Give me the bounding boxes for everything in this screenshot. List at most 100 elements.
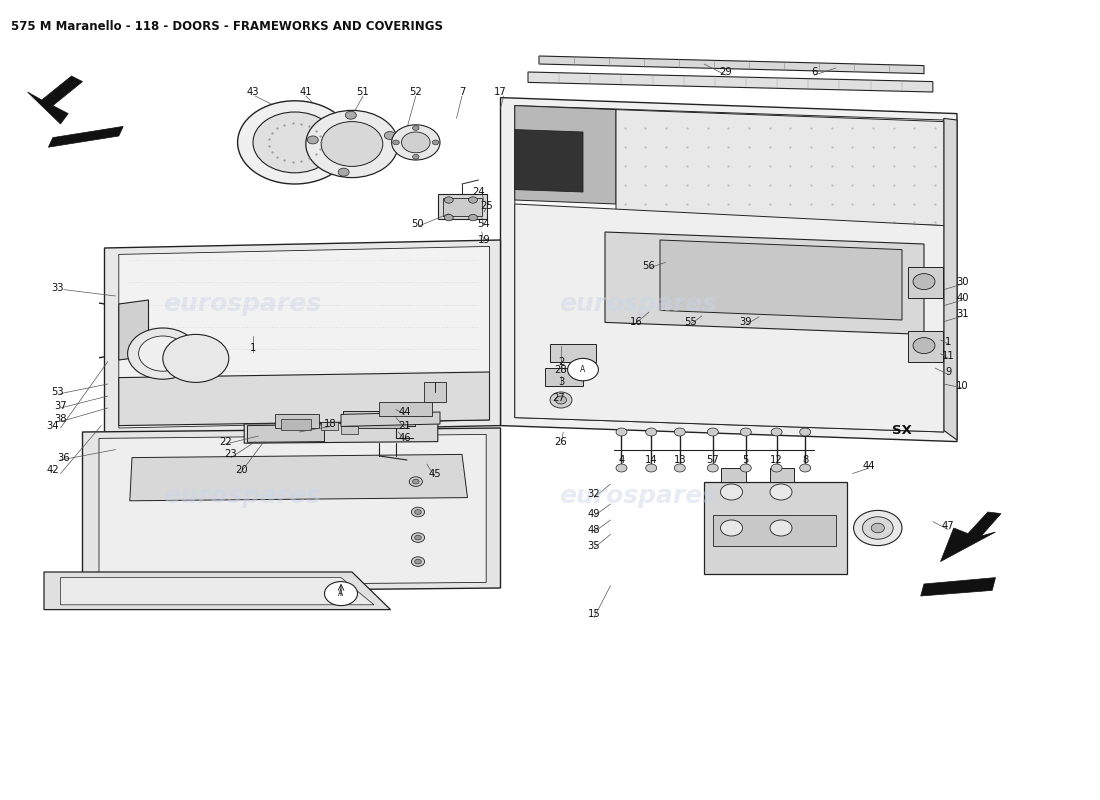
Polygon shape [104, 240, 500, 434]
Text: 29: 29 [719, 67, 733, 77]
Circle shape [402, 132, 430, 153]
Polygon shape [770, 468, 794, 482]
Text: 39: 39 [739, 317, 752, 326]
Bar [544, 368, 583, 386]
Circle shape [444, 197, 453, 203]
Polygon shape [119, 372, 490, 426]
Text: 9: 9 [945, 367, 952, 377]
Bar [343, 411, 415, 426]
Text: 15: 15 [587, 610, 601, 619]
Circle shape [411, 533, 425, 542]
Circle shape [913, 274, 935, 290]
Text: 5: 5 [742, 455, 749, 465]
Polygon shape [944, 118, 957, 440]
Text: 40: 40 [956, 293, 969, 302]
Text: A: A [581, 365, 585, 374]
Circle shape [307, 136, 318, 144]
Text: 34: 34 [46, 421, 59, 430]
Circle shape [412, 126, 419, 130]
Circle shape [338, 168, 349, 176]
Text: 54: 54 [477, 219, 491, 229]
Text: 21: 21 [398, 421, 411, 430]
Text: A: A [339, 589, 343, 598]
Circle shape [345, 111, 356, 119]
Text: 6: 6 [811, 67, 817, 77]
Text: 10: 10 [956, 381, 969, 390]
Polygon shape [720, 468, 746, 482]
Bar [550, 344, 596, 362]
Text: 31: 31 [956, 309, 969, 318]
Circle shape [238, 101, 352, 184]
Polygon shape [28, 76, 82, 124]
Text: 43: 43 [246, 87, 260, 97]
Polygon shape [44, 572, 390, 610]
Circle shape [800, 428, 811, 436]
Text: 19: 19 [477, 235, 491, 245]
Text: 7: 7 [459, 87, 465, 97]
Circle shape [871, 523, 884, 533]
Circle shape [412, 479, 419, 484]
Circle shape [616, 428, 627, 436]
Polygon shape [515, 106, 944, 432]
Text: 25: 25 [480, 202, 493, 211]
Polygon shape [660, 240, 902, 320]
Polygon shape [99, 434, 486, 586]
Circle shape [770, 520, 792, 536]
Polygon shape [528, 72, 933, 92]
Text: 56: 56 [642, 261, 656, 270]
Text: eurospares: eurospares [163, 292, 321, 316]
Text: 50: 50 [411, 219, 425, 229]
Text: 57: 57 [706, 455, 719, 465]
Text: 28: 28 [554, 365, 568, 374]
Polygon shape [248, 425, 324, 442]
Polygon shape [130, 454, 468, 501]
Text: 49: 49 [587, 509, 601, 518]
Text: SX: SX [892, 424, 912, 437]
Text: 17: 17 [494, 87, 507, 97]
Text: 11: 11 [942, 351, 955, 361]
Text: 22: 22 [219, 437, 232, 446]
Circle shape [392, 125, 440, 160]
Text: 13: 13 [673, 455, 686, 465]
Polygon shape [515, 106, 616, 204]
Text: 14: 14 [645, 455, 658, 465]
Polygon shape [940, 512, 1001, 562]
Text: 16: 16 [629, 317, 642, 326]
Text: 47: 47 [942, 522, 955, 531]
Circle shape [444, 214, 453, 221]
Text: 18: 18 [323, 419, 337, 429]
Circle shape [306, 110, 398, 178]
Text: 30: 30 [956, 277, 969, 286]
Polygon shape [616, 110, 944, 226]
Text: 48: 48 [587, 525, 601, 534]
Circle shape [411, 557, 425, 566]
Circle shape [556, 396, 566, 404]
Polygon shape [605, 232, 924, 334]
Circle shape [321, 122, 383, 166]
Polygon shape [500, 98, 957, 442]
Circle shape [646, 464, 657, 472]
Text: 20: 20 [235, 466, 249, 475]
Circle shape [800, 464, 811, 472]
Circle shape [128, 328, 198, 379]
Circle shape [616, 464, 627, 472]
Text: 46: 46 [398, 434, 411, 443]
Circle shape [409, 477, 422, 486]
Bar [424, 382, 446, 402]
Circle shape [163, 334, 229, 382]
Text: 27: 27 [552, 394, 565, 403]
Text: 575 M Maranello - 118 - DOORS - FRAMEWORKS AND COVERINGS: 575 M Maranello - 118 - DOORS - FRAMEWOR… [11, 20, 443, 33]
Polygon shape [539, 56, 924, 74]
Circle shape [770, 484, 792, 500]
Circle shape [415, 559, 421, 564]
Polygon shape [119, 246, 490, 428]
Text: 38: 38 [54, 414, 67, 424]
Circle shape [771, 428, 782, 436]
Text: 55: 55 [684, 317, 697, 326]
Text: 53: 53 [51, 387, 64, 397]
Circle shape [415, 510, 421, 514]
Polygon shape [341, 412, 440, 426]
Circle shape [415, 535, 421, 540]
Text: 42: 42 [46, 466, 59, 475]
Bar [321, 422, 338, 430]
